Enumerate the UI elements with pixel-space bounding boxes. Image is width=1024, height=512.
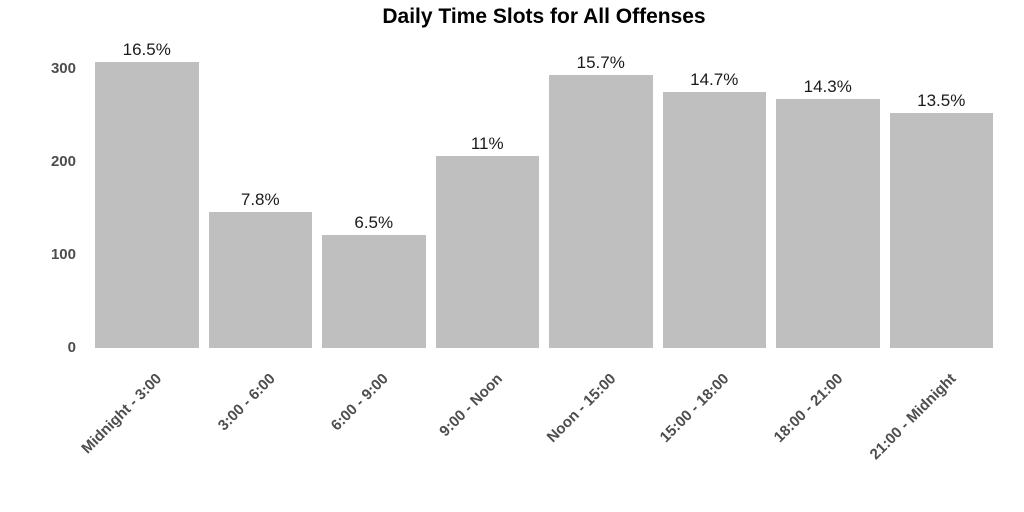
bar: [95, 61, 199, 348]
bar-value-label: 6.5%: [354, 213, 394, 233]
bar: [322, 235, 426, 348]
x-axis-label: 15:00 - 18:00: [656, 370, 733, 446]
y-axis-tick-label: 200: [50, 153, 76, 170]
y-axis-tick-label: 100: [50, 246, 76, 263]
bar: [889, 112, 993, 348]
bar: [662, 92, 766, 348]
bar-value-label: 15.7%: [576, 52, 625, 72]
x-axis-label: 9:00 - Noon: [435, 370, 506, 441]
bar: [776, 98, 880, 348]
x-axis-label: 21:00 - Midnight: [866, 370, 960, 464]
bar-value-label: 14.7%: [690, 70, 739, 90]
bar: [435, 156, 539, 348]
y-axis-tick-label: 300: [50, 60, 76, 77]
bar: [208, 212, 312, 348]
x-axis-label: 18:00 - 21:00: [770, 370, 847, 446]
bar-value-label: 16.5%: [122, 39, 171, 59]
chart-title: Daily Time Slots for All Offenses: [382, 5, 706, 28]
bar-value-label: 14.3%: [803, 76, 852, 96]
bar-value-label: 7.8%: [240, 190, 280, 210]
x-axis-label: Noon - 15:00: [543, 370, 620, 446]
bar-value-label: 11%: [470, 134, 504, 154]
bar: [549, 74, 653, 348]
y-axis-tick-label: 0: [67, 339, 76, 356]
x-axis-label: Midnight - 3:00: [78, 370, 166, 458]
x-axis-label: 6:00 - 9:00: [328, 370, 393, 435]
bar-value-label: 13.5%: [917, 90, 966, 110]
x-axis-label: 3:00 - 6:00: [214, 370, 279, 435]
